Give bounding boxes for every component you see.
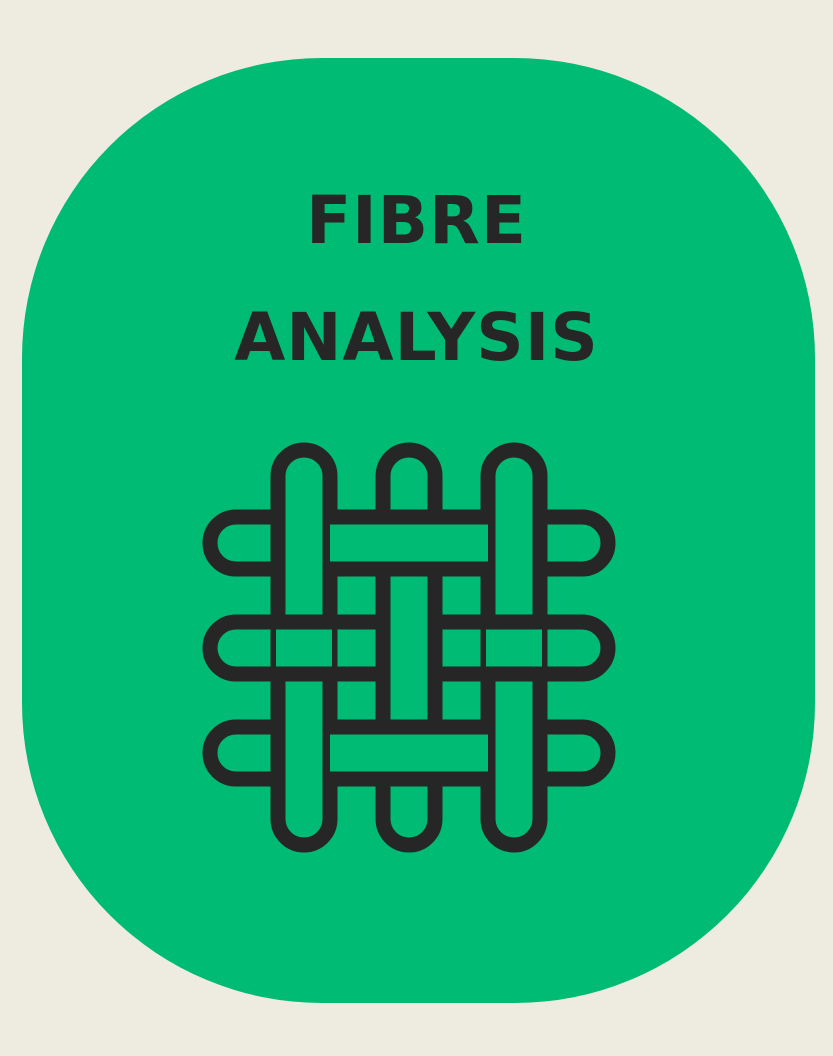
title-line-fibre: FIBRE bbox=[306, 182, 527, 259]
title-line-analysis: ANALYSIS bbox=[234, 299, 599, 376]
